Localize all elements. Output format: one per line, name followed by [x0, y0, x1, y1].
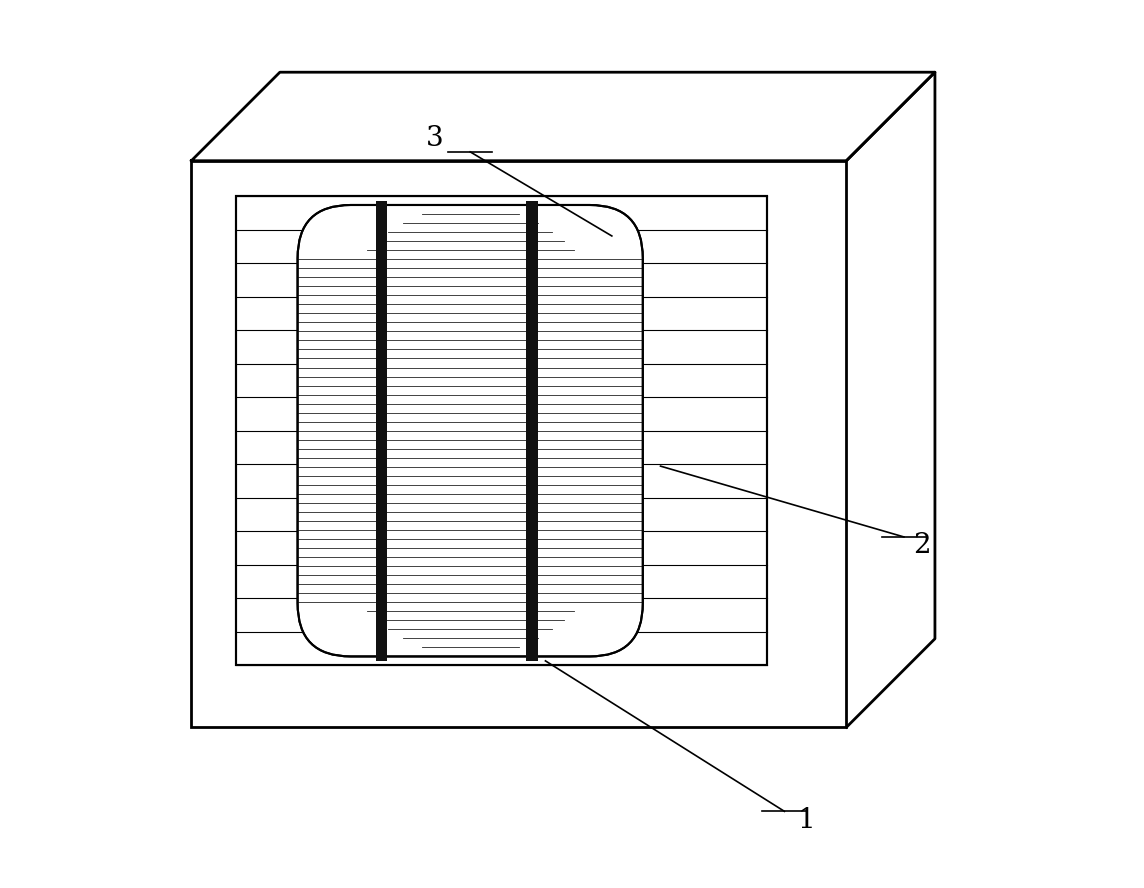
Text: 3: 3	[426, 125, 444, 152]
FancyBboxPatch shape	[297, 205, 643, 656]
Bar	[526, 201, 538, 661]
Text: 1: 1	[797, 806, 816, 834]
Text: 2: 2	[913, 532, 930, 559]
Bar	[376, 201, 388, 661]
Bar	[236, 196, 766, 665]
Bar	[191, 161, 847, 727]
Bar	[236, 196, 766, 665]
